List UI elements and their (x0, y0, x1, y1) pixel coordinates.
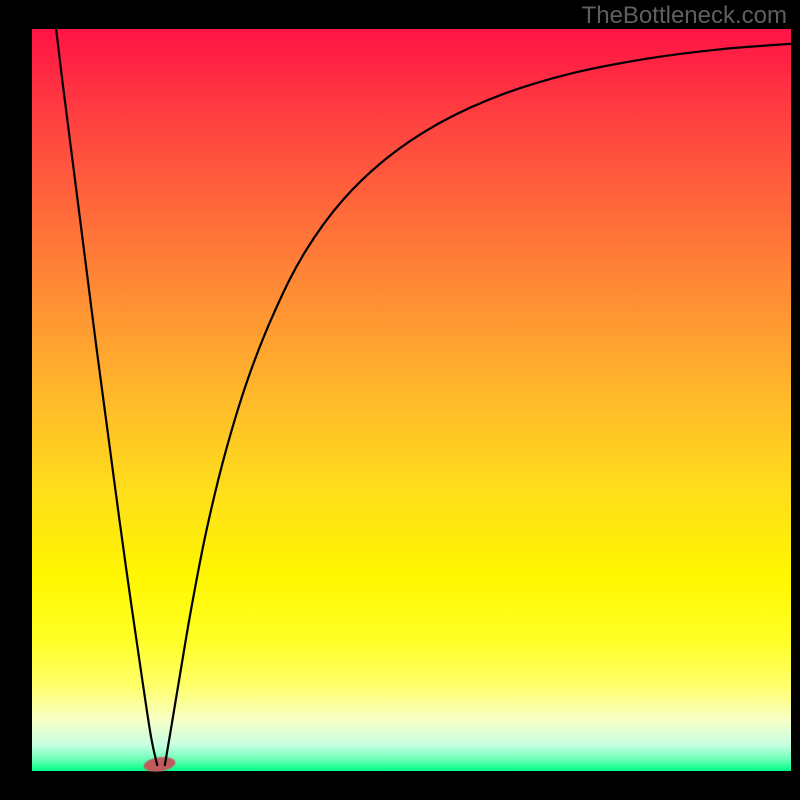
chart-frame: TheBottleneck.com (0, 0, 800, 800)
minimum-marker (143, 755, 177, 773)
curve-layer (32, 29, 791, 771)
curve-left-branch (55, 18, 157, 765)
curve-right-branch (165, 44, 791, 765)
plot-area (32, 29, 791, 771)
watermark-text: TheBottleneck.com (582, 2, 787, 30)
